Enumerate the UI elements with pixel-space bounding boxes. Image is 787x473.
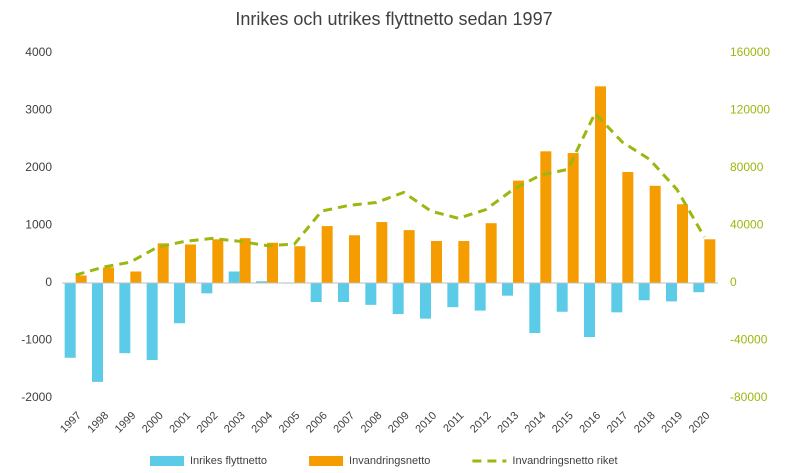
- legend-label: Invandringsnetto riket: [512, 455, 617, 467]
- x-tick-label: 2018: [632, 410, 658, 436]
- y2-tick-label: 0: [730, 275, 737, 289]
- x-tick-label: 2014: [523, 410, 549, 436]
- x-tick-label: 2008: [359, 410, 385, 436]
- bar: [567, 153, 579, 283]
- bar: [130, 271, 142, 283]
- y2-tick-label: 160000: [730, 45, 770, 59]
- chart-title: Inrikes och utrikes flyttnetto sedan 199…: [235, 9, 552, 29]
- bar: [201, 283, 213, 294]
- x-tick-label: 2013: [495, 410, 521, 436]
- x-tick-label: 2012: [468, 410, 494, 436]
- bar: [622, 172, 634, 283]
- bar: [376, 222, 388, 283]
- bar: [677, 204, 688, 283]
- x-tick-label: 2015: [550, 410, 576, 436]
- bar: [174, 283, 185, 324]
- x-tick-label: 2002: [195, 410, 221, 436]
- y2-tick-label: 120000: [730, 103, 770, 117]
- y-tick-label: 0: [45, 275, 52, 289]
- bar: [595, 86, 606, 283]
- y-tick-label: -1000: [21, 333, 52, 347]
- bar: [420, 283, 431, 319]
- line: [75, 110, 706, 277]
- bar: [338, 283, 349, 302]
- x-tick-label: 2001: [167, 410, 193, 436]
- legend-swatch: [309, 456, 344, 466]
- x-tick-label: 2017: [605, 410, 631, 436]
- bar: [485, 223, 497, 283]
- x-tick-label: 2019: [659, 410, 685, 436]
- bar: [92, 283, 103, 382]
- legend-label: Inrikes flyttnetto: [190, 455, 267, 467]
- bar: [157, 243, 169, 283]
- x-tick-label: 2020: [687, 410, 713, 436]
- y-tick-label: 4000: [25, 45, 52, 59]
- bar: [349, 235, 360, 283]
- bar: [693, 283, 705, 293]
- bar: [267, 242, 278, 283]
- bar: [365, 283, 377, 305]
- bar: [119, 283, 131, 354]
- bar: [64, 283, 76, 358]
- y2-tick-label: -80000: [730, 390, 768, 404]
- x-tick-label: 2007: [331, 410, 357, 436]
- bar: [513, 180, 524, 283]
- bar: [146, 283, 158, 361]
- y2-tick-label: 80000: [730, 160, 764, 174]
- bar: [611, 283, 623, 313]
- bar: [638, 283, 650, 301]
- x-tick-label: 2009: [386, 410, 412, 436]
- bar: [392, 283, 404, 315]
- x-tick-label: 1998: [85, 410, 111, 436]
- bar: [474, 283, 486, 311]
- y-tick-label: 3000: [25, 103, 52, 117]
- x-tick-label: 2010: [413, 410, 439, 436]
- x-tick-label: 1999: [113, 410, 139, 436]
- x-tick-label: 2006: [304, 410, 330, 436]
- bar: [556, 283, 568, 312]
- y2-tick-label: -40000: [730, 333, 768, 347]
- bar: [431, 241, 442, 283]
- bar: [103, 267, 114, 283]
- legend-label: Invandringsnetto: [349, 455, 430, 467]
- bar: [310, 283, 322, 302]
- bar: [458, 241, 470, 283]
- y-tick-label: 2000: [25, 160, 52, 174]
- bar: [403, 230, 415, 283]
- bar: [321, 226, 333, 283]
- x-tick-label: 2016: [577, 410, 603, 436]
- x-tick-label: 2005: [277, 410, 303, 436]
- bar: [529, 283, 541, 334]
- y-tick-label: 1000: [25, 218, 52, 232]
- bar: [666, 283, 677, 302]
- bar: [447, 283, 459, 308]
- bar: [256, 281, 267, 283]
- x-tick-label: 2004: [249, 410, 275, 436]
- bar: [502, 283, 513, 296]
- bar: [584, 283, 595, 338]
- x-tick-label: 2000: [140, 410, 166, 436]
- y2-tick-label: 40000: [730, 218, 764, 232]
- bar: [75, 275, 87, 283]
- legend-swatch: [150, 456, 184, 466]
- bar: [228, 271, 240, 283]
- x-tick-label: 2003: [222, 410, 248, 436]
- x-tick-label: 1997: [58, 410, 84, 436]
- bar: [294, 246, 306, 283]
- x-tick-label: 2011: [441, 410, 466, 435]
- bar: [540, 151, 552, 283]
- bar: [185, 244, 196, 283]
- y-tick-label: -2000: [21, 390, 52, 404]
- bar: [704, 239, 716, 283]
- bar: [239, 238, 251, 283]
- bar: [649, 185, 661, 283]
- bar: [212, 239, 224, 283]
